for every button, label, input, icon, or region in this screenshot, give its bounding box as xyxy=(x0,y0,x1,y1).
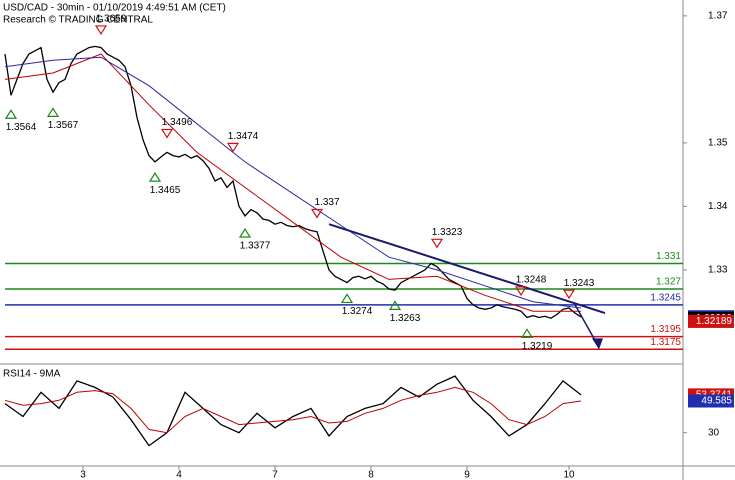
series-line xyxy=(4,386,582,434)
price-badge xyxy=(688,314,734,328)
x-tick-label: 9 xyxy=(464,470,470,480)
level-label: 1.331 xyxy=(656,251,681,262)
y-tick-label: 1.33 xyxy=(708,265,728,276)
high-label: 1.3243 xyxy=(564,278,595,289)
series-line xyxy=(4,56,582,309)
x-tick-label: 8 xyxy=(368,470,374,480)
price-badge xyxy=(688,394,734,408)
high-label: 1.3248 xyxy=(516,275,547,286)
chart-subtitle: Research © TRADING CENTRAL xyxy=(3,15,153,26)
low-label: 1.3377 xyxy=(240,241,271,252)
low-marker xyxy=(148,171,162,182)
low-marker xyxy=(4,109,18,119)
low-label: 1.3274 xyxy=(342,306,373,317)
low-label: 1.3465 xyxy=(150,185,181,196)
low-marker xyxy=(388,300,402,311)
arrow-head xyxy=(592,338,603,350)
low-label: 1.3564 xyxy=(6,122,37,133)
high-marker xyxy=(226,142,240,153)
high-marker xyxy=(514,286,528,297)
y-tick-label: 1.34 xyxy=(708,201,728,212)
low-label: 1.3219 xyxy=(522,341,553,352)
series-line xyxy=(4,53,581,312)
low-label: 1.3263 xyxy=(390,313,421,324)
level-label: 1.3245 xyxy=(650,292,681,303)
trend-line xyxy=(328,223,606,315)
high-label: 1.3474 xyxy=(228,131,259,142)
level-label: 1.3175 xyxy=(650,337,681,348)
high-label: 1.3496 xyxy=(162,117,193,128)
high-marker xyxy=(562,289,576,300)
y-tick-label: 1.35 xyxy=(708,138,728,149)
panel-label: RSI14 - 9MA xyxy=(3,369,61,380)
high-marker xyxy=(94,25,108,36)
high-label: 1.3323 xyxy=(432,227,463,238)
x-tick-label: 3 xyxy=(80,470,86,480)
low-label: 1.3567 xyxy=(48,120,79,131)
x-tick-label: 4 xyxy=(176,470,182,480)
series-line xyxy=(4,45,582,319)
y-tick-label: 30 xyxy=(708,427,720,438)
low-marker xyxy=(520,328,534,338)
high-marker xyxy=(160,128,174,139)
x-tick-label: 10 xyxy=(563,470,575,480)
high-label: 1.3659 xyxy=(96,14,127,25)
low-marker xyxy=(238,227,252,238)
price-badge-label: 49.585 xyxy=(701,396,732,407)
level-label: 1.3195 xyxy=(650,324,681,335)
series-line xyxy=(4,375,582,447)
y-tick-label: 1.37 xyxy=(708,11,728,22)
low-marker xyxy=(340,293,354,304)
low-marker xyxy=(46,107,60,117)
high-marker xyxy=(310,208,324,219)
chart-title: USD/CAD - 30min - 01/10/2019 4:49:51 AM … xyxy=(3,3,226,14)
high-label: 1.337 xyxy=(314,197,339,208)
level-label: 1.327 xyxy=(656,277,681,288)
price-badge-label: 1.32189 xyxy=(696,316,733,327)
x-tick-label: 7 xyxy=(272,470,278,480)
high-marker xyxy=(430,238,444,249)
